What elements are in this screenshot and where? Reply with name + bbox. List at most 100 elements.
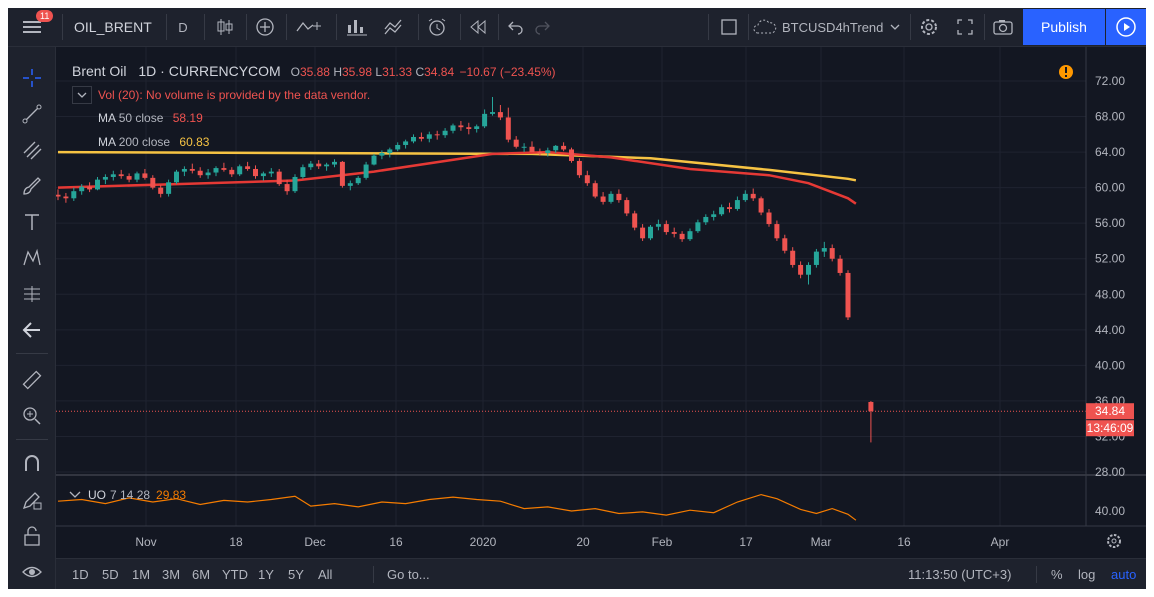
interval-button[interactable]: D <box>178 19 188 35</box>
legend-interval: 1D <box>138 63 157 79</box>
text-tool[interactable] <box>16 206 48 238</box>
candle <box>505 107 511 143</box>
range-button-1d[interactable]: 1D <box>72 567 89 582</box>
compare-button[interactable] <box>248 8 282 46</box>
candle <box>316 160 322 169</box>
snapshot-button[interactable] <box>986 8 1020 46</box>
legend-high-label: H <box>333 65 342 79</box>
candle <box>569 147 574 163</box>
alert-button[interactable] <box>420 8 454 46</box>
uo-line <box>57 493 857 521</box>
chevron-down-icon[interactable] <box>68 490 82 500</box>
percent-scale-button[interactable]: % <box>1051 567 1063 582</box>
candle <box>521 143 527 153</box>
candle <box>379 150 385 160</box>
prediction-tool[interactable] <box>16 278 48 310</box>
crosshair-tool[interactable] <box>16 62 48 94</box>
magnet-tool[interactable] <box>16 448 48 480</box>
brush-tool[interactable] <box>16 170 48 202</box>
candle <box>790 247 796 268</box>
time-tick-label: Feb <box>652 535 673 549</box>
price-tick-label: 72.00 <box>1095 74 1125 88</box>
candle <box>253 165 258 179</box>
timezone-clock[interactable]: 11:13:50 (UTC+3) <box>908 567 1012 582</box>
saved-layout-button[interactable]: BTCUSD4hTrend <box>752 8 912 46</box>
candle <box>837 255 843 276</box>
chart-type-button[interactable] <box>208 8 242 46</box>
ma50-value: 58.19 <box>172 111 203 125</box>
last-price-label: 34.84 13:46:09 <box>1086 403 1134 437</box>
candle <box>245 161 251 171</box>
candle <box>466 122 472 135</box>
range-button-1m[interactable]: 1M <box>132 567 151 582</box>
candles <box>56 96 874 443</box>
pattern-icon <box>23 248 41 266</box>
zoom-tool[interactable] <box>16 400 48 432</box>
range-button-5d[interactable]: 5D <box>102 567 119 582</box>
time-axis-ticks[interactable]: Nov 18 Dec 16 2020 20 Feb 17 Mar 16 Apr <box>135 535 1009 549</box>
candle <box>624 197 630 217</box>
log-scale-button[interactable]: log <box>1078 567 1096 582</box>
lock-drawings-tool[interactable] <box>16 484 48 516</box>
range-button-ytd[interactable]: YTD <box>222 567 248 582</box>
candle <box>632 210 638 231</box>
chart-settings-gear-icon[interactable] <box>1107 534 1121 548</box>
undo-button[interactable] <box>500 8 530 46</box>
range-button-3m[interactable]: 3M <box>162 567 181 582</box>
menu-button[interactable]: 11 <box>8 8 55 46</box>
candle <box>513 136 519 149</box>
auto-scale-button[interactable]: auto <box>1111 567 1137 582</box>
publish-button[interactable]: Publish <box>1023 9 1105 45</box>
pencil-lock-icon <box>22 492 42 510</box>
notification-badge: 11 <box>36 10 54 22</box>
range-button-6m[interactable]: 6M <box>192 567 211 582</box>
cloud-icon <box>753 19 777 34</box>
unlock-tool[interactable] <box>16 520 48 552</box>
settings-button[interactable] <box>912 8 946 46</box>
symbol-search-button[interactable]: OIL_BRENT <box>74 19 152 35</box>
visibility-tool[interactable] <box>16 556 48 588</box>
range-button-all[interactable]: All <box>318 567 333 582</box>
ruler-icon <box>22 370 42 390</box>
ruler-tool[interactable] <box>16 364 48 396</box>
goto-date-button[interactable]: Go to... <box>387 567 430 582</box>
volume-legend: Vol (20): No volume is provided by the d… <box>72 86 370 104</box>
templates-button[interactable] <box>340 8 374 46</box>
strategy-button[interactable] <box>378 8 412 46</box>
candle <box>355 176 361 185</box>
chart-area[interactable]: 72.00 68.00 64.00 60.00 56.00 52.00 48.00 44.00… <box>56 47 1146 557</box>
back-arrow-tool[interactable] <box>16 314 48 346</box>
play-button[interactable] <box>1106 9 1146 45</box>
candle <box>868 401 874 443</box>
candle <box>616 189 622 203</box>
layout-select-button[interactable] <box>712 8 746 46</box>
ma200-params: 200 close <box>118 135 171 149</box>
magnet-icon <box>25 455 39 471</box>
price-tick-label: 28.00 <box>1095 465 1125 479</box>
chart-canvas[interactable]: 72.00 68.00 64.00 60.00 56.00 52.00 48.00 44.00… <box>56 47 1146 557</box>
time-tick-label: 20 <box>576 535 590 549</box>
ma50-line <box>57 150 857 205</box>
ma200-legend[interactable]: MA 200 close 60.83 <box>98 135 209 149</box>
uo-legend[interactable]: UO 7 14 28 29.83 <box>68 488 186 502</box>
range-button-5y[interactable]: 5Y <box>288 567 304 582</box>
candle <box>126 173 132 183</box>
pattern-tool[interactable] <box>16 242 48 274</box>
legend-name[interactable]: Brent Oil <box>72 63 127 79</box>
price-tick-label: 40.00 <box>1095 358 1125 372</box>
eye-icon <box>22 566 42 578</box>
redo-button[interactable] <box>528 8 558 46</box>
trend-line-tool[interactable] <box>16 98 48 130</box>
fullscreen-button[interactable] <box>948 8 982 46</box>
candles-icon <box>217 19 233 35</box>
range-button-1y[interactable]: 1Y <box>258 567 274 582</box>
indicators-button[interactable] <box>288 8 330 46</box>
alarm-clock-icon <box>428 18 446 36</box>
collapse-legend-button[interactable] <box>72 86 92 104</box>
ma50-legend[interactable]: MA 50 close 58.19 <box>98 111 203 125</box>
time-tick-label: 2020 <box>470 535 497 549</box>
replay-button[interactable] <box>462 8 494 46</box>
pitchfork-tool[interactable] <box>16 134 48 166</box>
alert-indicator-icon[interactable] <box>1059 65 1073 79</box>
candle <box>561 142 567 152</box>
